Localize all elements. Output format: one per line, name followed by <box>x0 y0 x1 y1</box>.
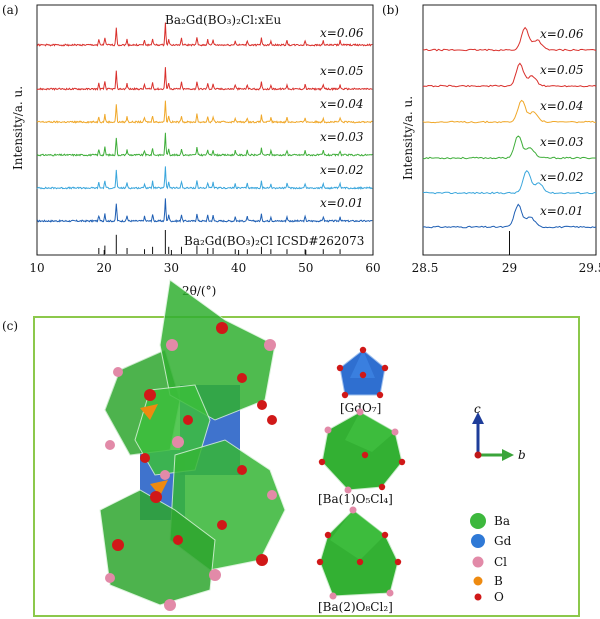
legend-swatch-gd <box>471 534 485 548</box>
a-tick-label-10: 10 <box>29 261 44 275</box>
c-axis-label: c <box>474 402 481 416</box>
gdo7-label: [GdO₇] <box>340 401 381 415</box>
legend-label-ba: Ba <box>494 514 510 528</box>
series-label-b-2: x=0.02 <box>540 170 584 184</box>
zoom-pattern-4 <box>422 99 597 124</box>
b-axis-label: b <box>518 448 526 462</box>
ba2-polyhedron <box>316 506 402 600</box>
a-tick-label-20: 20 <box>97 261 112 275</box>
panel-a-label: (a) <box>2 3 19 17</box>
panel-a-reference-pattern <box>98 230 341 254</box>
b-tick-label-29: 29 <box>502 261 517 275</box>
b-tick-label-29.5: 29.5 <box>579 261 600 275</box>
panel-b-series <box>422 26 597 254</box>
series-label-b-5: x=0.05 <box>540 63 584 77</box>
series-label-a-1: x=0.01 <box>320 196 364 210</box>
xrd-pattern-3 <box>36 132 373 157</box>
series-label-a-2: x=0.02 <box>320 163 364 177</box>
panel-a-title: Ba₂Gd(BO₃)₂Cl:xEu <box>165 13 282 27</box>
zoom-pattern-1 <box>422 203 597 229</box>
atom-legend: Ba Gd Cl BO <box>470 513 512 604</box>
legend-swatch-o <box>474 593 482 601</box>
axis-indicator <box>472 412 514 461</box>
xrd-pattern-4 <box>36 100 373 124</box>
series-label-b-1: x=0.01 <box>540 204 584 218</box>
legend-label-b: B <box>494 574 503 588</box>
a-tick-label-60: 60 <box>365 261 380 275</box>
series-label-b-6: x=0.06 <box>540 27 584 41</box>
legend-swatch-cl <box>472 556 484 568</box>
panel-a-reference-label: Ba₂Gd(BO₃)₂Cl ICSD#262073 <box>184 234 364 248</box>
zoom-pattern-2 <box>422 169 597 195</box>
series-label-a-4: x=0.04 <box>320 97 364 111</box>
zoom-pattern-3 <box>422 135 597 160</box>
panel-a-x-ticks: 10 20 30 40 50 60 <box>29 250 381 275</box>
panel-b-label: (b) <box>382 3 399 17</box>
xrd-pattern-5 <box>36 67 373 91</box>
a-tick-label-40: 40 <box>231 261 246 275</box>
panel-c-label: (c) <box>2 319 18 333</box>
panel-a-series <box>36 22 373 223</box>
series-label-b-4: x=0.04 <box>540 99 584 113</box>
a-tick-label-30: 30 <box>164 261 179 275</box>
panel-b-x-ticks: 28.5 29 29.5 <box>412 250 600 275</box>
legend-label-gd: Gd <box>494 534 512 548</box>
zoom-pattern-6 <box>422 26 597 52</box>
zoom-pattern-5 <box>422 62 597 88</box>
ba1-label: [Ba(1)O₅Cl₄] <box>318 492 393 506</box>
panel-b-series-labels: x=0.01 x=0.02 x=0.03 x=0.04 x=0.05 x=0.06 <box>540 27 584 218</box>
legend-swatch-b <box>473 576 483 586</box>
legend-label-o: O <box>494 590 504 604</box>
ba1-polyhedron <box>318 408 406 494</box>
panel-a-series-labels: x=0.01 x=0.02 x=0.03 x=0.04 x=0.05 x=0.06 <box>320 26 364 210</box>
legend-label-cl: Cl <box>494 555 507 569</box>
xrd-pattern-6 <box>36 22 373 47</box>
series-label-a-6: x=0.06 <box>320 26 364 40</box>
panel-c-frame <box>33 316 580 617</box>
series-label-a-5: x=0.05 <box>320 64 364 78</box>
panel-b-ylabel: Intensity/a. u. <box>401 96 415 180</box>
xrd-pattern-1 <box>36 198 373 223</box>
crystal-structure-illustration <box>99 279 286 611</box>
series-label-b-3: x=0.03 <box>540 135 584 149</box>
legend-swatch-ba <box>470 513 486 529</box>
panel-a-frame <box>36 4 374 256</box>
ba2-label: [Ba(2)O₈Cl₂] <box>318 600 393 614</box>
series-label-a-3: x=0.03 <box>320 130 364 144</box>
gdo7-polyhedron <box>336 346 389 399</box>
panel-a-ylabel: Intensity/a. u. <box>11 86 25 170</box>
b-tick-label-28.5: 28.5 <box>412 261 439 275</box>
xrd-pattern-2 <box>36 166 373 191</box>
a-tick-label-50: 50 <box>298 261 313 275</box>
